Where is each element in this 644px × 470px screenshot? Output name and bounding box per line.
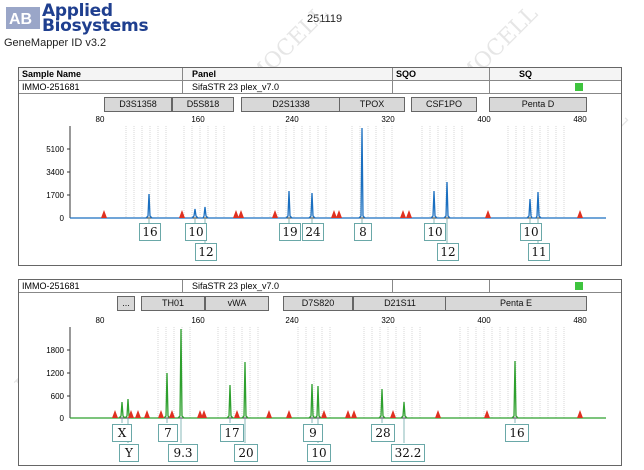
y-tick-label: 1200 bbox=[46, 369, 64, 378]
x-tick-label: 80 bbox=[96, 115, 105, 124]
x-tick-label: 320 bbox=[381, 115, 395, 124]
allele-call-CSF1PO-2: 12 bbox=[437, 243, 459, 261]
allele-call-TH01-1: 7 bbox=[158, 424, 178, 442]
marker-CSF1PO[interactable]: CSF1PO bbox=[411, 97, 477, 112]
sample-name: IMMO-251681 bbox=[22, 82, 80, 92]
marker-D21S11[interactable]: D21S11 bbox=[353, 296, 447, 311]
y-tick-label: 600 bbox=[51, 392, 65, 401]
marker-D5S818[interactable]: D5S818 bbox=[172, 97, 234, 112]
y-tick-label: 3400 bbox=[46, 168, 64, 177]
peak-markers bbox=[101, 210, 583, 218]
x-tick-label: 160 bbox=[191, 316, 205, 325]
sample-row[interactable]: IMMO-251681 SifaSTR 23 plex_v7.0 bbox=[19, 280, 621, 293]
blue-trace bbox=[70, 127, 606, 219]
allele-call-vWA-2: 20 bbox=[234, 444, 258, 462]
allele-call-D2S1338-1: 19 bbox=[279, 223, 301, 241]
peak-markers bbox=[112, 410, 583, 418]
col-sqo: SQO bbox=[396, 69, 417, 79]
table-header-row: Sample Name Panel SQO SQ bbox=[19, 68, 621, 81]
x-tick-label: 480 bbox=[573, 316, 587, 325]
y-tick-label: 0 bbox=[60, 414, 65, 423]
col-panel: Panel bbox=[192, 69, 217, 79]
allele-call-PentaD-2: 11 bbox=[528, 243, 550, 261]
run-id: 251119 bbox=[307, 13, 343, 25]
allele-call-D7S820-2: 10 bbox=[307, 444, 331, 462]
allele-call-D7S820-1: 9 bbox=[303, 424, 323, 442]
x-tick-label: 400 bbox=[477, 316, 491, 325]
allele-callout-lines bbox=[148, 218, 539, 243]
marker-Penta-E[interactable]: Penta E bbox=[445, 296, 587, 311]
sample-row[interactable]: IMMO-251681 SifaSTR 23 plex_v7.0 bbox=[19, 81, 621, 94]
green-trace bbox=[70, 328, 606, 419]
x-tick-label: 240 bbox=[285, 115, 299, 124]
allele-call-CSF1PO-1: 10 bbox=[424, 223, 446, 241]
allele-call-D21S11-1: 28 bbox=[371, 424, 395, 442]
bin-lines bbox=[157, 327, 565, 418]
panel-name: SifaSTR 23 plex_v7.0 bbox=[192, 82, 280, 92]
allele-call-TH01-2: 9.3 bbox=[168, 444, 198, 462]
col-sample-name: Sample Name bbox=[22, 69, 82, 79]
marker-vWA[interactable]: vWA bbox=[205, 296, 269, 311]
marker-overflow-button[interactable]: ... bbox=[117, 296, 135, 311]
marker-Penta-D[interactable]: Penta D bbox=[489, 97, 587, 112]
allele-call-vWA-1: 17 bbox=[220, 424, 244, 442]
sq-status-indicator bbox=[575, 282, 583, 290]
bin-lines bbox=[125, 126, 565, 218]
software-version: GeneMapper ID v3.2 bbox=[4, 37, 107, 49]
x-tick-label: 320 bbox=[381, 316, 395, 325]
svg-text:AB: AB bbox=[9, 11, 32, 28]
brand-name: Applied Biosystems bbox=[42, 1, 149, 36]
y-tick-label: 5100 bbox=[46, 145, 64, 154]
applied-biosystems-logo-icon: AB bbox=[6, 7, 40, 29]
allele-call-Amelogenin-X: X bbox=[112, 424, 132, 442]
x-tick-label: 160 bbox=[191, 115, 205, 124]
y-tick-label: 1700 bbox=[46, 191, 64, 200]
x-tick-label: 80 bbox=[96, 316, 105, 325]
y-tick-label: 1800 bbox=[46, 346, 64, 355]
x-tick-label: 480 bbox=[573, 115, 587, 124]
allele-call-D2S1338-2: 24 bbox=[302, 223, 324, 241]
allele-call-D3S1358: 16 bbox=[139, 223, 161, 241]
allele-call-Amelogenin-Y: Y bbox=[119, 444, 139, 462]
allele-call-D5S818-1: 10 bbox=[185, 223, 207, 241]
y-tick-label: 0 bbox=[60, 214, 65, 223]
allele-call-D5S818-2: 12 bbox=[195, 243, 217, 261]
allele-call-TPOX: 8 bbox=[354, 223, 372, 241]
allele-call-D21S11-2: 32.2 bbox=[391, 444, 425, 462]
x-tick-label: 400 bbox=[477, 115, 491, 124]
x-tick-label: 240 bbox=[285, 316, 299, 325]
electropherogram-plot-blue: 80 160 240 320 400 480 5100 3400 1700 0 bbox=[46, 115, 606, 243]
marker-D7S820[interactable]: D7S820 bbox=[283, 296, 353, 311]
marker-D3S1358[interactable]: D3S1358 bbox=[104, 97, 172, 112]
marker-TH01[interactable]: TH01 bbox=[141, 296, 205, 311]
marker-D2S1338[interactable]: D2S1338 bbox=[241, 97, 341, 112]
marker-TPOX[interactable]: TPOX bbox=[339, 97, 405, 112]
sq-status-indicator bbox=[575, 83, 583, 91]
sample-name: IMMO-251681 bbox=[22, 281, 80, 291]
allele-call-PentaD-1: 10 bbox=[520, 223, 542, 241]
panel-name: SifaSTR 23 plex_v7.0 bbox=[192, 281, 280, 291]
allele-call-PentaE: 16 bbox=[505, 424, 529, 442]
col-sq: SQ bbox=[519, 69, 533, 79]
